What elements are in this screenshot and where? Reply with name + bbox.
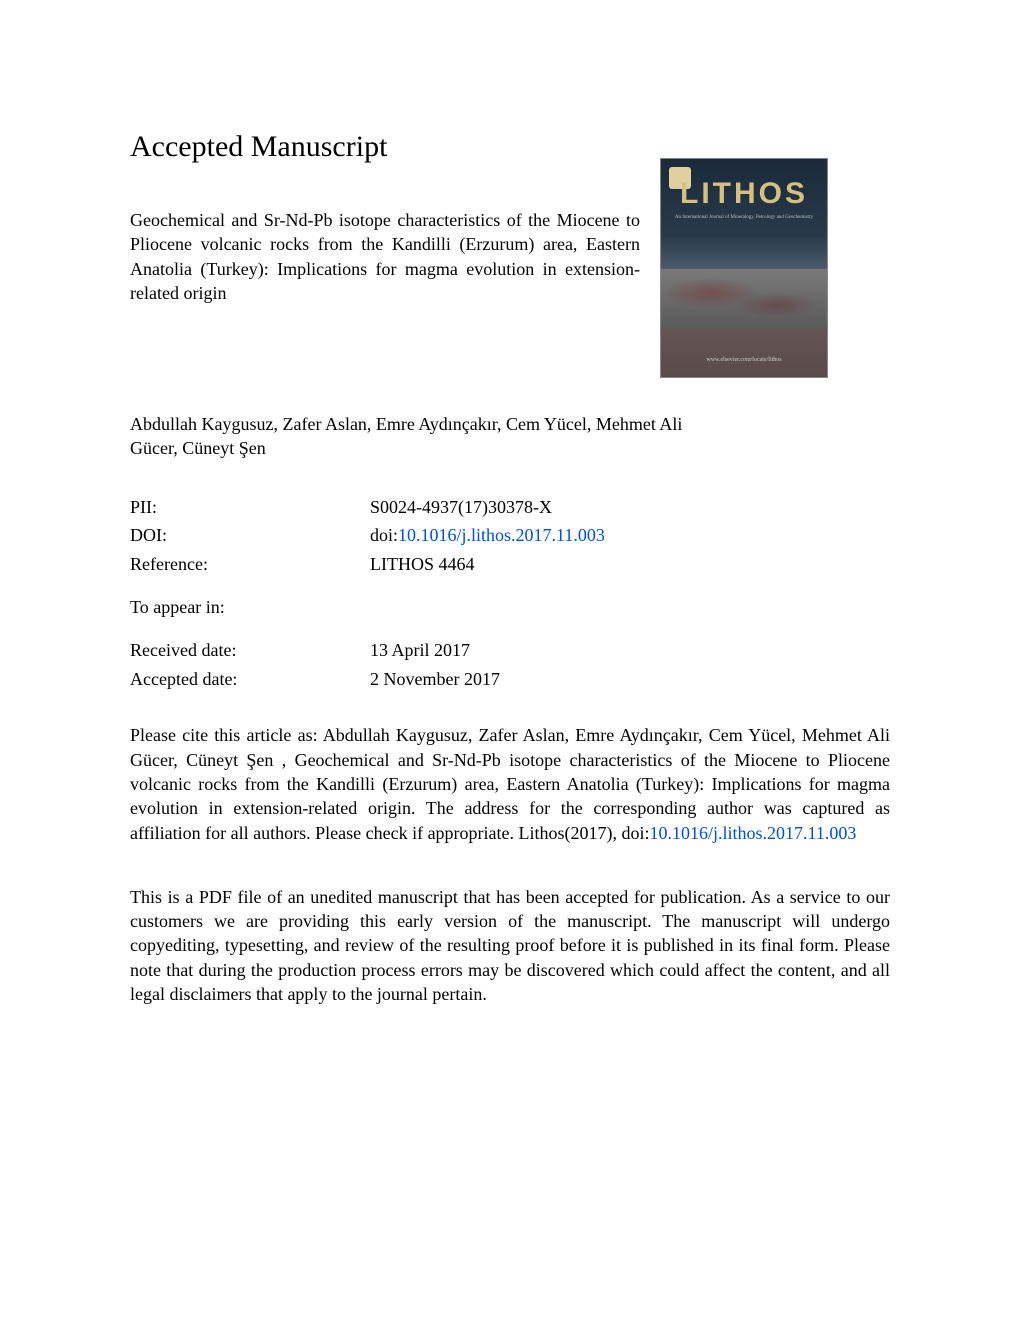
- meta-label: Reference:: [130, 550, 370, 579]
- meta-row-received: Received date: 13 April 2017: [130, 636, 890, 665]
- metadata-table: PII: S0024-4937(17)30378-X DOI: doi:10.1…: [130, 493, 890, 694]
- meta-row-accepted: Accepted date: 2 November 2017: [130, 665, 890, 694]
- meta-row-reference: Reference: LITHOS 4464: [130, 550, 890, 579]
- meta-value: 2 November 2017: [370, 665, 890, 694]
- authors-list: Abdullah Kaygusuz, Zafer Aslan, Emre Ayd…: [130, 412, 690, 461]
- meta-value: LITHOS 4464: [370, 550, 890, 579]
- doi-prefix: doi:: [370, 525, 398, 545]
- journal-cover-wrap: LITHOS An International Journal of Miner…: [660, 158, 828, 378]
- meta-label: To appear in:: [130, 593, 370, 622]
- meta-label: DOI:: [130, 521, 370, 550]
- title-cover-row: Geochemical and Sr-Nd-Pb isotope charact…: [130, 208, 890, 378]
- meta-value: 13 April 2017: [370, 636, 890, 665]
- journal-cover: LITHOS An International Journal of Miner…: [660, 158, 828, 378]
- meta-label: Received date:: [130, 636, 370, 665]
- doi-link[interactable]: 10.1016/j.lithos.2017.11.003: [398, 525, 605, 545]
- journal-cover-title: LITHOS: [661, 177, 827, 211]
- meta-label: Accepted date:: [130, 665, 370, 694]
- meta-label: PII:: [130, 493, 370, 522]
- citation-text: Please cite this article as: Abdullah Ka…: [130, 723, 890, 844]
- disclaimer-text: This is a PDF file of an unedited manusc…: [130, 885, 890, 1006]
- meta-value: S0024-4937(17)30378-X: [370, 493, 890, 522]
- meta-row-appear: To appear in:: [130, 593, 890, 622]
- meta-row-pii: PII: S0024-4937(17)30378-X: [130, 493, 890, 522]
- journal-cover-subtitle: An International Journal of Mineralogy, …: [661, 215, 827, 222]
- meta-row-doi: DOI: doi:10.1016/j.lithos.2017.11.003: [130, 521, 890, 550]
- citation-doi-link[interactable]: 10.1016/j.lithos.2017.11.003: [650, 823, 857, 843]
- meta-value: doi:10.1016/j.lithos.2017.11.003: [370, 521, 890, 550]
- meta-value: [370, 593, 890, 622]
- article-title: Geochemical and Sr-Nd-Pb isotope charact…: [130, 208, 640, 378]
- journal-cover-url: www.elsevier.com/locate/lithos: [661, 357, 827, 363]
- journal-cover-artwork: [661, 269, 827, 329]
